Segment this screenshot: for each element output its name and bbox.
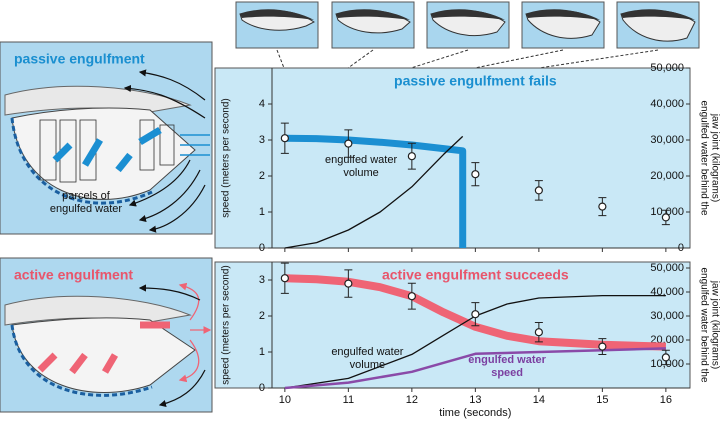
caption: engulfed water (50, 203, 122, 215)
x-tick-label: 10 (279, 394, 291, 406)
data-point (598, 342, 607, 351)
series-label: volume (350, 359, 385, 371)
x-tick-label: 12 (406, 394, 418, 406)
series-label: engulfed water (331, 346, 403, 358)
plot-bg (214, 261, 691, 389)
flow-arrows (52, 126, 162, 173)
y2-tick-label: 50,000 (650, 262, 684, 274)
chart: 0 1 2 3 4 0 10,000 20,000 30,000 40,000 50,000 spee… (214, 62, 720, 254)
leader-line (538, 49, 659, 69)
leader-line (347, 49, 374, 69)
whale-top (240, 9, 314, 20)
x-tick-label: 11 (343, 394, 354, 406)
leader-line (410, 49, 469, 69)
x-tick-label: 14 (533, 394, 545, 406)
ventral-line (10, 324, 153, 397)
plot-bg (214, 67, 691, 249)
data-point (280, 274, 289, 283)
whale-pouch (11, 317, 196, 393)
y2-tick-label: 20,000 (650, 170, 684, 182)
passive-panel: passive engulfment parcels of engulfed w… (0, 41, 213, 235)
data-point (598, 202, 607, 211)
whale-head (4, 295, 192, 326)
parcels (39, 119, 175, 183)
y-tick-label: 0 (259, 242, 265, 254)
x-axis-label: time (seconds) (439, 407, 511, 419)
y2-tick-label: 10,000 (650, 206, 684, 218)
data-point (661, 213, 670, 222)
x-tick-label: 15 (596, 394, 608, 406)
y-tick-label: 3 (259, 274, 265, 286)
y-tick-label: 1 (259, 206, 265, 218)
y2-tick-label: 40,000 (650, 98, 684, 110)
whale-top (431, 9, 505, 20)
flow-arrows (37, 321, 170, 375)
thumbnails (235, 1, 700, 69)
outflow-arrows (123, 69, 206, 233)
y-tick-label: 3 (259, 134, 265, 146)
outflow-arrows (138, 284, 206, 408)
data-point (344, 279, 353, 288)
y2-tick-label: 0 (678, 242, 684, 254)
y2-tick-label: 10,000 (650, 358, 684, 370)
panel-title: active engulfment (14, 267, 133, 283)
y-axis-label: speed (meters per second) (221, 98, 232, 218)
data-point (471, 170, 480, 179)
data-point (407, 292, 416, 301)
chart-title: active engulfment succeeds (382, 267, 569, 283)
whale-top (621, 9, 695, 20)
series-label: speed (491, 367, 523, 379)
y-tick-label: 2 (259, 310, 265, 322)
y2-tick-label: 40,000 (650, 286, 684, 298)
y2-axis-label: jaw joint (kilograms) (709, 113, 720, 202)
leader-line (276, 49, 285, 69)
y2-axis-label: engulfed water behind the (698, 267, 709, 383)
data-point (407, 152, 416, 161)
whale-head (4, 85, 192, 116)
data-point (534, 186, 543, 195)
y-tick-label: 4 (259, 98, 265, 110)
series-line (284, 274, 667, 351)
x-tick-label: 16 (660, 394, 672, 406)
data-point (534, 328, 543, 337)
active-panel: active engulfment (0, 257, 213, 413)
y2-tick-label: 30,000 (650, 134, 684, 146)
y-tick-label: 0 (259, 382, 265, 394)
y2-axis-label: jaw joint (kilograms) (709, 280, 720, 369)
y-tick-label: 1 (259, 346, 265, 358)
y-axis-label: speed (meters per second) (221, 265, 232, 385)
push-arrows (178, 282, 212, 383)
series-label: engulfed water (325, 154, 397, 166)
leader-line (474, 49, 564, 69)
data-point (661, 353, 670, 362)
data-point (280, 134, 289, 143)
data-point (471, 310, 480, 319)
whale-top (526, 9, 600, 20)
series-label: engulfed water (468, 354, 546, 366)
y2-tick-label: 30,000 (650, 310, 684, 322)
y2-tick-label: 50,000 (650, 62, 684, 74)
whale-top (336, 9, 410, 20)
chart-title: passive engulfment fails (394, 73, 557, 89)
water-arrows (180, 134, 210, 156)
whale-pouch (11, 107, 196, 200)
caption: parcels of (62, 190, 111, 202)
data-point (344, 139, 353, 148)
y-tick-label: 2 (259, 170, 265, 182)
charts: 01234010,00020,00030,00040,00050,000spee… (214, 62, 720, 419)
y2-axis-label: engulfed water behind the (698, 100, 709, 216)
series-label: volume (343, 167, 378, 179)
series-line (284, 134, 467, 248)
x-tick-label: 13 (469, 394, 481, 406)
panel-title: passive engulfment (14, 51, 145, 67)
series-line (284, 135, 464, 249)
